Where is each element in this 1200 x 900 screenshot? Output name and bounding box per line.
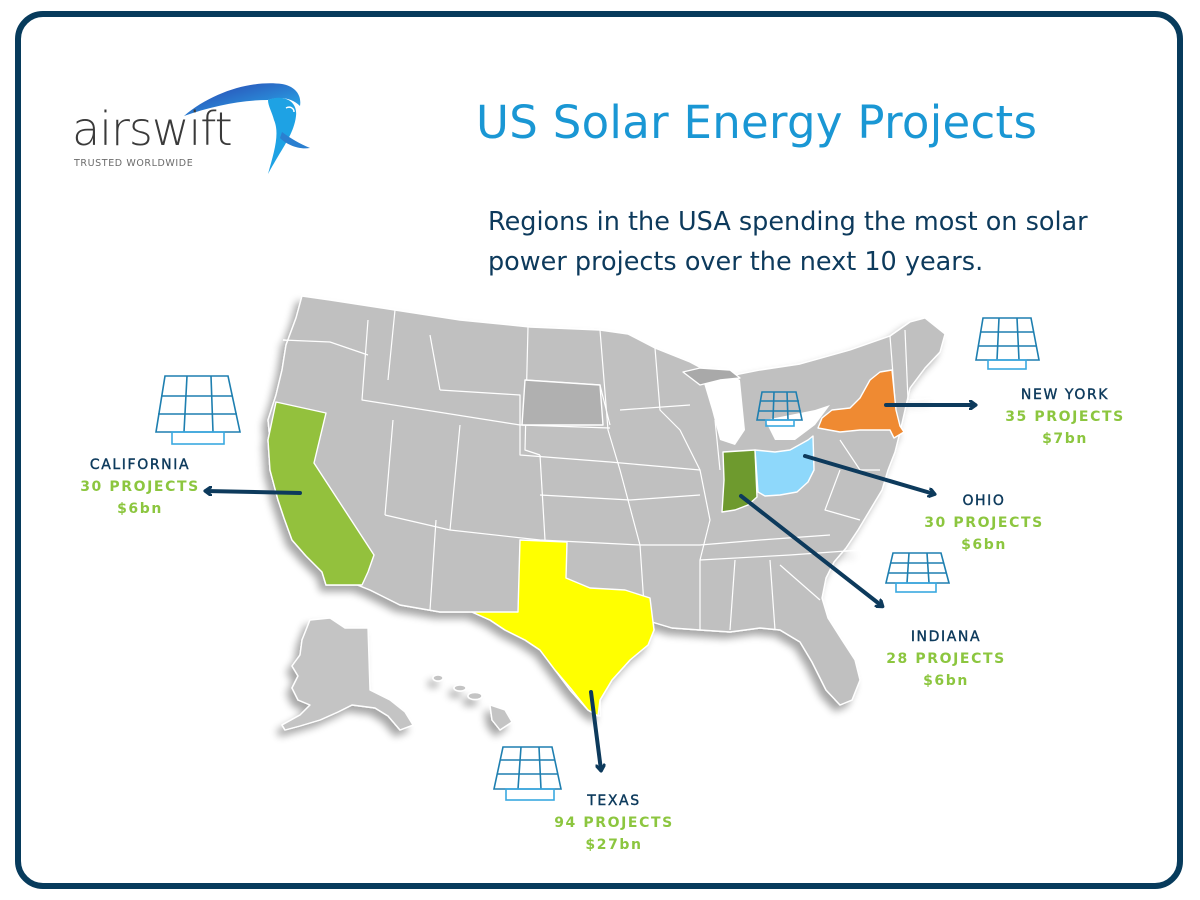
state-name: INDIANA	[910, 629, 982, 645]
state-new-york	[817, 369, 905, 439]
region-label-california: CALIFORNIA 30 PROJECTS $6bn	[40, 454, 240, 520]
spend-amount: $6bn	[923, 673, 969, 689]
spend-amount: $7bn	[1042, 431, 1088, 447]
indiana-arrow	[739, 494, 882, 606]
state-hawaii	[432, 674, 513, 731]
region-label-new-york: NEW YORK 35 PROJECTS $7bn	[965, 384, 1165, 450]
region-label-texas: TEXAS 94 PROJECTS $27bn	[514, 790, 714, 856]
project-count: 35 PROJECTS	[1005, 409, 1125, 425]
state-name: NEW YORK	[1020, 387, 1110, 403]
logo-wordmark: airswift	[72, 102, 233, 156]
state-ohio	[754, 435, 815, 497]
ohio-arrow	[803, 454, 934, 494]
swift-bird-icon	[184, 83, 310, 174]
state-name: TEXAS	[587, 793, 641, 809]
region-label-ohio: OHIO 30 PROJECTS $6bn	[884, 490, 1084, 556]
project-count: 94 PROJECTS	[554, 815, 674, 831]
state-texas	[471, 539, 655, 717]
state-california	[267, 401, 375, 586]
spend-amount: $6bn	[961, 537, 1007, 553]
state-alaska	[281, 617, 414, 731]
solar-panel-icon	[155, 317, 1040, 801]
project-count: 28 PROJECTS	[886, 651, 1006, 667]
page-subtitle: Regions in the USA spending the most on …	[488, 207, 1088, 277]
texas-arrow	[589, 690, 601, 770]
california-arrow	[206, 491, 302, 493]
logo-tagline: TRUSTED WORLDWIDE	[74, 158, 194, 169]
page-title: US Solar Energy Projects	[476, 96, 1038, 149]
spend-amount: $27bn	[585, 837, 643, 853]
state-name: OHIO	[962, 493, 1006, 509]
project-count: 30 PROJECTS	[924, 515, 1044, 531]
project-count: 30 PROJECTS	[80, 479, 200, 495]
spend-amount: $6bn	[117, 501, 163, 517]
region-label-indiana: INDIANA 28 PROJECTS $6bn	[846, 626, 1046, 692]
state-name: CALIFORNIA	[89, 457, 191, 473]
airswift-logo: airswift TRUSTED WORLDWIDE	[72, 78, 312, 188]
